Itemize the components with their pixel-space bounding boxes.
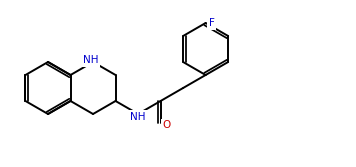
Text: NH: NH	[83, 55, 99, 65]
Text: F: F	[209, 18, 215, 28]
Text: NH: NH	[130, 112, 146, 122]
Text: O: O	[162, 120, 171, 130]
